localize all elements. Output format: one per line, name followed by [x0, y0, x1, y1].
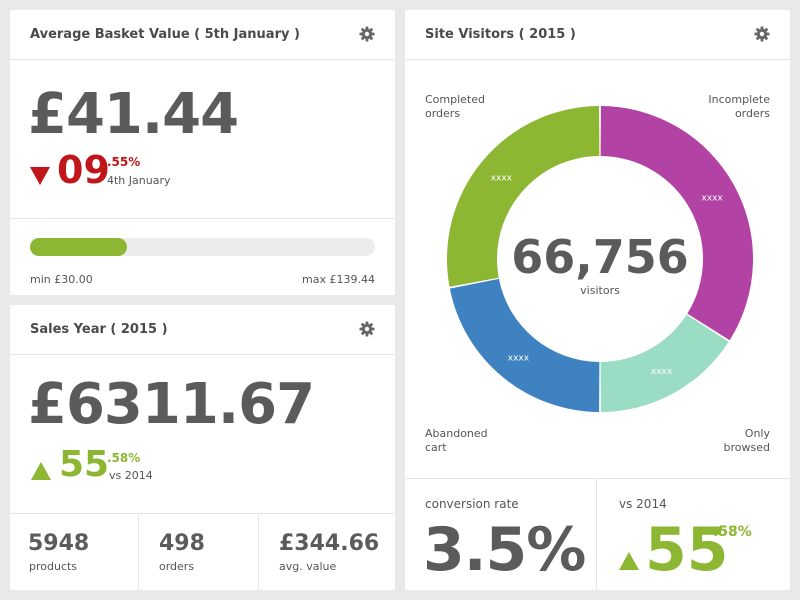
visitors-divider	[405, 478, 790, 479]
stat-orders-label: orders	[159, 560, 195, 573]
label-abandoned-cart: Abandoned cart	[425, 427, 488, 455]
label-abandoned-line2: cart	[425, 441, 447, 454]
basket-card: Average Basket Value ( 5th January ) £41…	[10, 10, 395, 295]
sales-stat-divider	[138, 513, 139, 590]
vs-change-dec: .58%	[713, 524, 752, 540]
label-incomplete-orders: Incomplete orders	[708, 93, 770, 121]
basket-change-int: 09	[57, 148, 110, 192]
label-browsed-line2: browsed	[723, 441, 770, 454]
donut-segment-only-browsed[interactable]	[600, 314, 729, 412]
sales-change-int: 55	[59, 444, 110, 485]
conversion-label: conversion rate	[425, 497, 519, 511]
donut-segment-abandoned-cart[interactable]	[449, 278, 600, 412]
donut-segment-label: xxxx	[651, 367, 673, 377]
arrow-down-icon	[30, 167, 50, 185]
visitors-card-header: Site Visitors ( 2015 )	[405, 10, 790, 60]
basket-min-label: min £30.00	[30, 273, 93, 286]
label-completed-orders: Completed orders	[425, 93, 485, 121]
sales-card: Sales Year ( 2015 ) £6311.67 55 .58% vs …	[10, 305, 395, 590]
vs-change-int: 55	[645, 515, 729, 585]
basket-title: Average Basket Value ( 5th January )	[30, 27, 300, 42]
sales-card-header: Sales Year ( 2015 )	[10, 305, 395, 355]
sales-stat-divider	[258, 513, 259, 590]
arrow-up-icon	[31, 462, 51, 480]
basket-progress-track	[30, 238, 375, 256]
donut-segment-incomplete-orders[interactable]	[600, 106, 753, 341]
sales-title: Sales Year ( 2015 )	[30, 322, 168, 337]
label-completed-line1: Completed	[425, 93, 485, 106]
gear-icon[interactable]	[359, 26, 375, 42]
stat-avg-label: avg. value	[279, 560, 337, 573]
donut-segment-label: xxxx	[702, 193, 724, 203]
visitors-title: Site Visitors ( 2015 )	[425, 27, 576, 42]
sales-divider	[10, 513, 395, 514]
stat-products-label: products	[29, 560, 78, 573]
label-abandoned-line1: Abandoned	[425, 427, 488, 440]
sales-change-dec: .58%	[107, 451, 141, 465]
basket-card-header: Average Basket Value ( 5th January )	[10, 10, 395, 60]
basket-progress-fill	[30, 238, 127, 256]
stat-orders-value: 498	[159, 531, 205, 556]
sales-value: £6311.67	[28, 372, 315, 437]
donut-segment-completed-orders[interactable]	[447, 106, 600, 287]
donut-segment-label: xxxx	[491, 173, 513, 183]
donut-center-value: 66,756	[511, 230, 689, 284]
visitors-donut-chart: xxxx xxxx xxxx xxxx 66,756 visitors	[447, 106, 753, 412]
arrow-up-icon	[619, 552, 639, 570]
visitors-card: Site Visitors ( 2015 ) Completed orders …	[405, 10, 790, 590]
stat-avg-value: £344.66	[279, 531, 380, 556]
label-incomplete-line2: orders	[734, 107, 770, 120]
label-browsed-line1: Only	[744, 427, 770, 440]
vs-label: vs 2014	[619, 497, 667, 511]
label-incomplete-line1: Incomplete	[708, 93, 770, 106]
label-only-browsed: Only browsed	[724, 427, 770, 455]
label-completed-line2: orders	[425, 107, 461, 120]
basket-change-dec: .55%	[107, 155, 141, 169]
donut-segment-label: xxxx	[508, 354, 530, 364]
gear-icon[interactable]	[359, 321, 375, 337]
donut-center-label: visitors	[580, 284, 620, 297]
visitors-stat-divider	[596, 478, 597, 590]
gear-icon[interactable]	[754, 26, 770, 42]
basket-change-sub: 4th January	[107, 174, 171, 187]
basket-max-label: max £139.44	[302, 273, 375, 286]
stat-products-value: 5948	[28, 531, 90, 556]
sales-change-sub: vs 2014	[109, 469, 153, 482]
basket-value: £41.44	[28, 82, 239, 147]
basket-divider	[10, 218, 395, 219]
conversion-value: 3.5%	[423, 515, 586, 585]
